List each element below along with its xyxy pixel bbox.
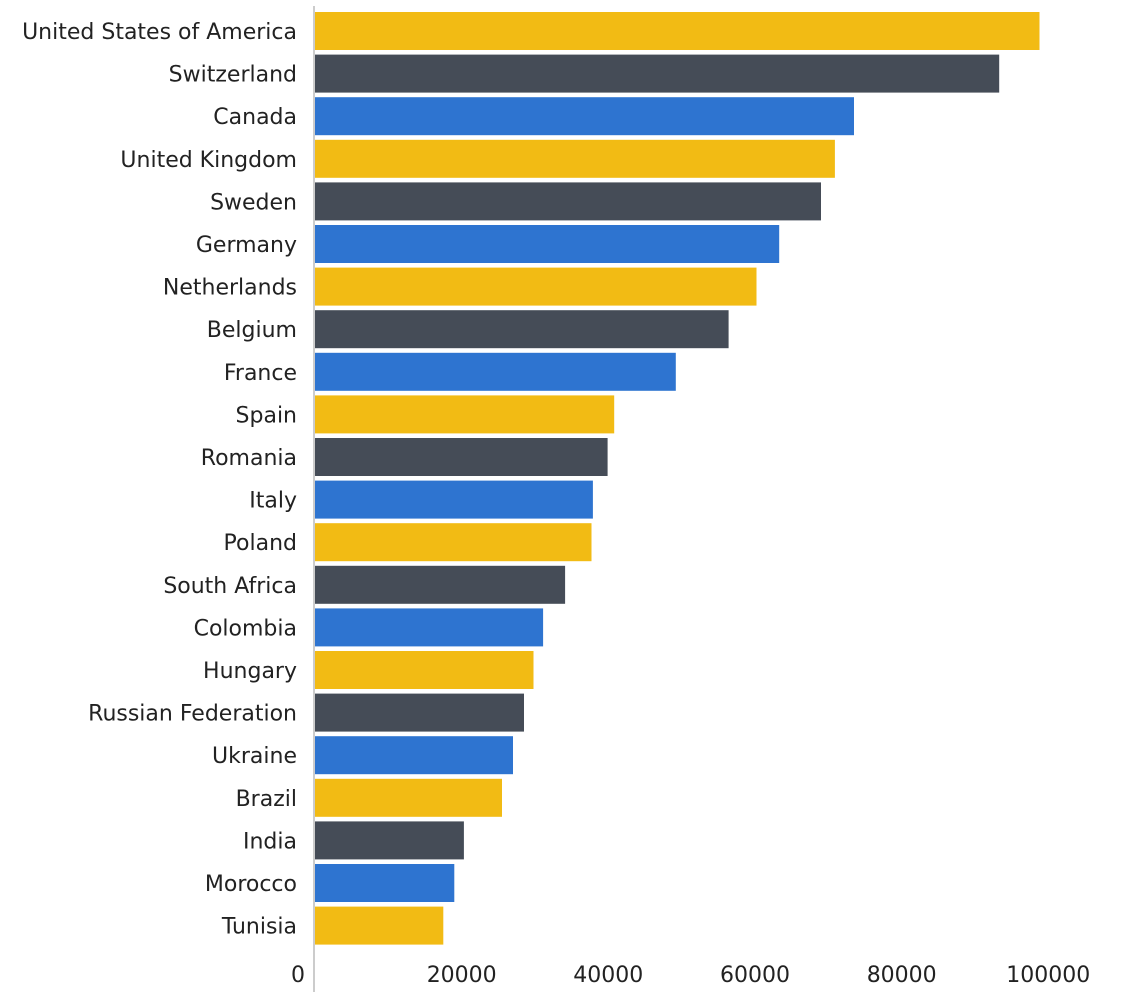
bar-spain: [315, 395, 615, 434]
bar-hungary: [315, 651, 534, 689]
x-tick-label: 0: [291, 963, 305, 988]
category-label: Belgium: [207, 318, 297, 343]
bar-brazil: [315, 778, 502, 817]
bar-netherlands: [315, 267, 757, 306]
category-label: France: [224, 361, 297, 386]
category-label: Netherlands: [163, 276, 297, 301]
bar-france: [315, 352, 676, 391]
x-tick-label: 40000: [573, 963, 643, 988]
bar-colombia: [315, 608, 544, 647]
category-label: Russian Federation: [88, 702, 297, 727]
category-label: India: [243, 829, 297, 854]
bar-ukraine: [315, 736, 513, 775]
category-labels-group: United States of America Switzerland Canad…: [22, 20, 297, 940]
x-tick-labels-group: 0 20000 40000 60000 80000 100000: [291, 963, 1090, 988]
bar-united-states-of-america: [315, 12, 1040, 50]
bar-tunisia: [315, 906, 444, 945]
x-tick-label: 60000: [720, 963, 790, 988]
bar-canada: [315, 97, 854, 136]
bar-germany: [315, 225, 780, 263]
category-label: United Kingdom: [120, 148, 297, 173]
category-label: Tunisia: [221, 915, 297, 940]
category-label: Poland: [224, 531, 297, 556]
category-label: Canada: [213, 105, 297, 130]
category-label: South Africa: [163, 574, 297, 599]
bar-poland: [315, 523, 592, 562]
bar-india: [315, 821, 464, 860]
bar-russian-federation: [315, 693, 524, 732]
bar-sweden: [315, 182, 821, 221]
bar-italy: [315, 480, 593, 519]
category-label: Brazil: [236, 787, 297, 812]
bar-switzerland: [315, 54, 1000, 93]
category-label: Italy: [249, 489, 297, 514]
category-label: Hungary: [203, 659, 297, 684]
bar-belgium: [315, 310, 729, 349]
category-label: Romania: [201, 446, 297, 471]
category-label: Ukraine: [212, 744, 297, 769]
x-tick-label: 20000: [427, 963, 497, 988]
category-label: Spain: [236, 403, 297, 428]
x-tick-label: 100000: [1006, 963, 1090, 988]
bar-romania: [315, 438, 608, 476]
bar-morocco: [315, 864, 455, 902]
category-label: Sweden: [210, 190, 297, 215]
bar-united-kingdom: [315, 139, 835, 178]
category-label: Morocco: [205, 872, 297, 897]
bar-south-africa: [315, 565, 566, 604]
category-label: Switzerland: [169, 63, 297, 88]
category-label: United States of America: [22, 20, 297, 45]
category-label: Germany: [196, 233, 297, 258]
x-tick-label: 80000: [867, 963, 937, 988]
category-label: Colombia: [194, 616, 297, 641]
bars-group: [315, 12, 1040, 945]
